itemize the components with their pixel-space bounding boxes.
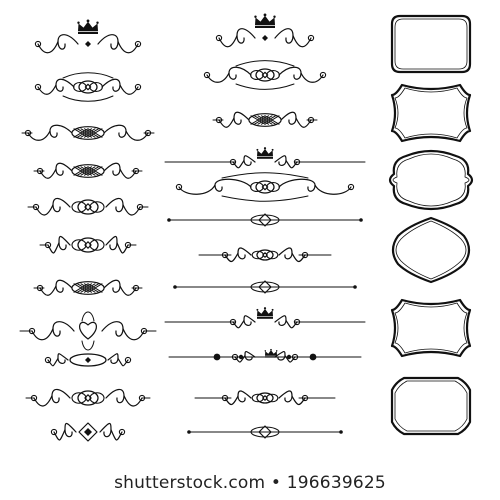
left-ornament-2-scroll (34, 72, 142, 102)
left-ornament-7-lattice (33, 279, 143, 296)
watermark-image-id: 196639625 (286, 473, 386, 493)
middle-ornament-12-line-divider (187, 425, 343, 439)
right-frame-3-wavy-frame (388, 149, 474, 211)
right-frame-5-scalloped-frame (390, 298, 472, 358)
left-ornament-9-oval-knot (44, 353, 132, 367)
middle-ornament-10-dotted-divider (168, 348, 362, 363)
right-frame-6-octagon-frame (390, 376, 472, 436)
left-ornament-5-knot (27, 197, 149, 216)
middle-ornament-1-crowned-swirl (215, 13, 315, 48)
right-frame-4-ornate-frame (391, 216, 471, 284)
left-ornament-11-diamond-knot (50, 422, 126, 442)
middle-ornament-4-crowned-divider (164, 147, 366, 169)
middle-ornament-11-swirl-divider (194, 390, 336, 406)
right-frame-1-rounded-frame (390, 14, 472, 74)
middle-ornament-2-scroll (203, 60, 327, 90)
middle-ornament-5-scroll (175, 172, 355, 202)
watermark-text: shutterstock.com • 196639625 (0, 473, 500, 493)
middle-ornament-9-crowned-divider (164, 307, 366, 329)
left-ornament-6-knot (39, 235, 137, 254)
middle-ornament-8-line-divider (173, 280, 357, 294)
middle-ornament-3-lattice (212, 111, 318, 128)
watermark-separator: • (270, 473, 282, 493)
watermark-bar: shutterstock.com • 196639625 (0, 467, 500, 500)
middle-ornament-6-line-divider (167, 213, 363, 227)
left-ornament-3-lattice (21, 124, 155, 141)
left-ornament-1-crowned-swirl (34, 19, 142, 54)
right-frame-2-scalloped-frame (390, 83, 472, 143)
left-ornament-10-knot (25, 388, 151, 407)
left-ornament-4-lattice (33, 162, 143, 179)
left-ornament-8-heart-knot (19, 311, 157, 351)
watermark-site: shutterstock.com (114, 473, 266, 493)
middle-ornament-7-swirl-divider (198, 247, 332, 263)
